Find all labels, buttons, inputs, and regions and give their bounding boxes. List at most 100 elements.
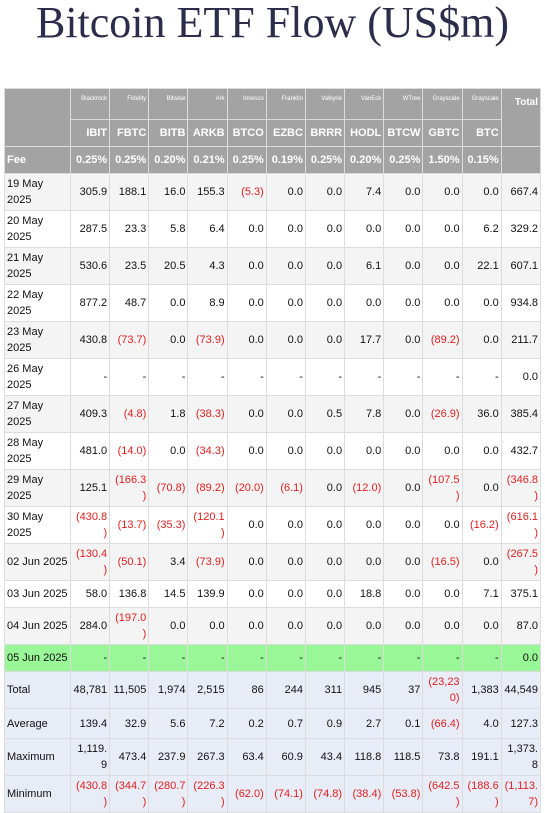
flow-value: 0.0 bbox=[304, 432, 346, 470]
flow-value: 329.2 bbox=[500, 210, 542, 248]
flow-value: 0.0 bbox=[461, 469, 502, 507]
date: 22 May 2025 bbox=[4, 284, 71, 322]
summary-value: (62.0) bbox=[226, 775, 267, 813]
data-row: 19 May 2025 305.9 188.1 16.0 155.3 (5.3) 0.0 0.… bbox=[4, 173, 542, 211]
flow-value: (70.8) bbox=[148, 469, 189, 507]
flow-value: 0.0 bbox=[304, 469, 346, 507]
flow-value: 6.1 bbox=[344, 247, 385, 285]
flow-value: 0.0 bbox=[461, 284, 502, 322]
summary-value: 2.7 bbox=[344, 708, 385, 739]
flow-value: 3.4 bbox=[148, 543, 189, 581]
summary-value: (1,113.7) bbox=[500, 775, 542, 813]
flow-value: 0.0 bbox=[304, 506, 346, 544]
date: 03 Jun 2025 bbox=[4, 580, 71, 608]
summary-value: 1,974 bbox=[148, 671, 189, 709]
data-row: 23 May 2025 430.8 (73.7) 0.0 (73.9) 0.0 0.0 0.0… bbox=[4, 321, 542, 359]
issuer: VanEck bbox=[344, 88, 385, 120]
issuer: WTree bbox=[383, 88, 424, 120]
flow-value: 0.0 bbox=[226, 284, 267, 322]
date: 30 May 2025 bbox=[4, 506, 71, 544]
flow-value: 0.0 bbox=[344, 210, 385, 248]
date: 23 May 2025 bbox=[4, 321, 71, 359]
summary-value: 0.1 bbox=[383, 708, 424, 739]
flow-value: 0.0 bbox=[383, 321, 424, 359]
flow-value: - bbox=[109, 358, 150, 396]
flow-value: 0.0 bbox=[265, 395, 306, 433]
summary-value: 4.0 bbox=[461, 708, 502, 739]
issuer: Grayscale bbox=[422, 88, 463, 120]
date: 05 Jun 2025 bbox=[4, 644, 71, 672]
summary-label: Total bbox=[4, 671, 71, 709]
flow-value: 36.0 bbox=[461, 395, 502, 433]
flow-value: 430.8 bbox=[69, 321, 111, 359]
flow-value: 0.0 bbox=[344, 432, 385, 470]
blank-header bbox=[4, 88, 71, 147]
flow-value: 1.8 bbox=[148, 395, 189, 433]
flow-value: 0.0 bbox=[226, 543, 267, 581]
summary-row: Maximum 1,119.9 473.4 237.9 267.3 63.4 60.9 43.… bbox=[4, 738, 542, 776]
issuer: Valkyrie bbox=[304, 88, 346, 120]
summary-value: 118.8 bbox=[344, 738, 385, 776]
flow-value: 0.0 bbox=[304, 580, 346, 608]
summary-value: 63.4 bbox=[226, 738, 267, 776]
summary-value: 43.4 bbox=[304, 738, 346, 776]
flow-value: 0.0 bbox=[383, 607, 424, 645]
summary-value: 37 bbox=[383, 671, 424, 709]
flow-value: 0.0 bbox=[304, 173, 346, 211]
ticker: BITB bbox=[148, 119, 189, 147]
summary-value: 0.9 bbox=[304, 708, 346, 739]
ticker: HODL bbox=[344, 119, 385, 147]
flow-value: 0.0 bbox=[422, 173, 463, 211]
issuer: Fidelity bbox=[109, 88, 150, 120]
flow-value: (267.5) bbox=[500, 543, 542, 581]
flow-value: (12.0) bbox=[344, 469, 385, 507]
flow-value: 0.0 bbox=[383, 580, 424, 608]
flow-value: - bbox=[422, 358, 463, 396]
flow-value: - bbox=[148, 644, 189, 672]
flow-value: 0.0 bbox=[304, 284, 346, 322]
fee: 0.25% bbox=[226, 146, 267, 174]
flow-value: (73.7) bbox=[109, 321, 150, 359]
summary-value: (66.4) bbox=[422, 708, 463, 739]
flow-value: (16.2) bbox=[461, 506, 502, 544]
data-row: 22 May 2025 877.2 48.7 0.0 8.9 0.0 0.0 0.0 0.0 0.… bbox=[4, 284, 542, 322]
summary-row: Minimum (430.8) (344.7) (280.7) (226.3) (62.0… bbox=[4, 775, 542, 813]
flow-value: 0.0 bbox=[226, 506, 267, 544]
fee-row: Fee 0.25% 0.25% 0.20% 0.21% 0.25% 0.19% 0.25% 0.… bbox=[4, 146, 542, 174]
flow-value: 0.0 bbox=[148, 607, 189, 645]
etf-flow-table: Blackrock Fidelity Bitwise Ark Invesco Frankl… bbox=[4, 88, 542, 813]
data-row: 20 May 2025 287.5 23.3 5.8 6.4 0.0 0.0 0.0 0.0 0.… bbox=[4, 210, 542, 248]
fee: 1.50% bbox=[422, 146, 463, 174]
flow-value: 0.0 bbox=[383, 395, 424, 433]
fee: 0.15% bbox=[461, 146, 502, 174]
flow-value: 0.0 bbox=[383, 432, 424, 470]
summary-value: (53.8) bbox=[383, 775, 424, 813]
data-row: 28 May 2025 481.0 (14.0) 0.0 (34.3) 0.0 0.0 0.0… bbox=[4, 432, 542, 470]
flow-value: 8.9 bbox=[187, 284, 228, 322]
summary-value: 945 bbox=[344, 671, 385, 709]
flow-value: 58.0 bbox=[69, 580, 111, 608]
date: 02 Jun 2025 bbox=[4, 543, 71, 581]
fee: 0.25% bbox=[109, 146, 150, 174]
flow-value: 6.2 bbox=[461, 210, 502, 248]
flow-value: (430.8) bbox=[69, 506, 111, 544]
flow-value: 0.0 bbox=[344, 284, 385, 322]
flow-value: 0.0 bbox=[265, 173, 306, 211]
flow-value: 7.4 bbox=[344, 173, 385, 211]
flow-value: (120.1) bbox=[187, 506, 228, 544]
total-header: Total bbox=[500, 88, 542, 147]
flow-value: - bbox=[344, 644, 385, 672]
flow-value: 385.4 bbox=[500, 395, 542, 433]
summary-value: (430.8) bbox=[69, 775, 111, 813]
summary-label: Maximum bbox=[4, 738, 71, 776]
summary-value: 127.3 bbox=[500, 708, 542, 739]
data-row: 27 May 2025 409.3 (4.8) 1.8 (38.3) 0.0 0.0 0.5 7… bbox=[4, 395, 542, 433]
flow-value: 0.0 bbox=[383, 543, 424, 581]
data-row: 30 May 2025 (430.8) (13.7) (35.3) (120.1) 0.0… bbox=[4, 506, 542, 544]
issuer: Blackrock bbox=[69, 88, 111, 120]
flow-value: 155.3 bbox=[187, 173, 228, 211]
flow-value: 0.0 bbox=[461, 173, 502, 211]
flow-value: (34.3) bbox=[187, 432, 228, 470]
summary-value: 1,373.8 bbox=[500, 738, 542, 776]
issuer-row: Blackrock Fidelity Bitwise Ark Invesco Frankl… bbox=[4, 88, 542, 147]
